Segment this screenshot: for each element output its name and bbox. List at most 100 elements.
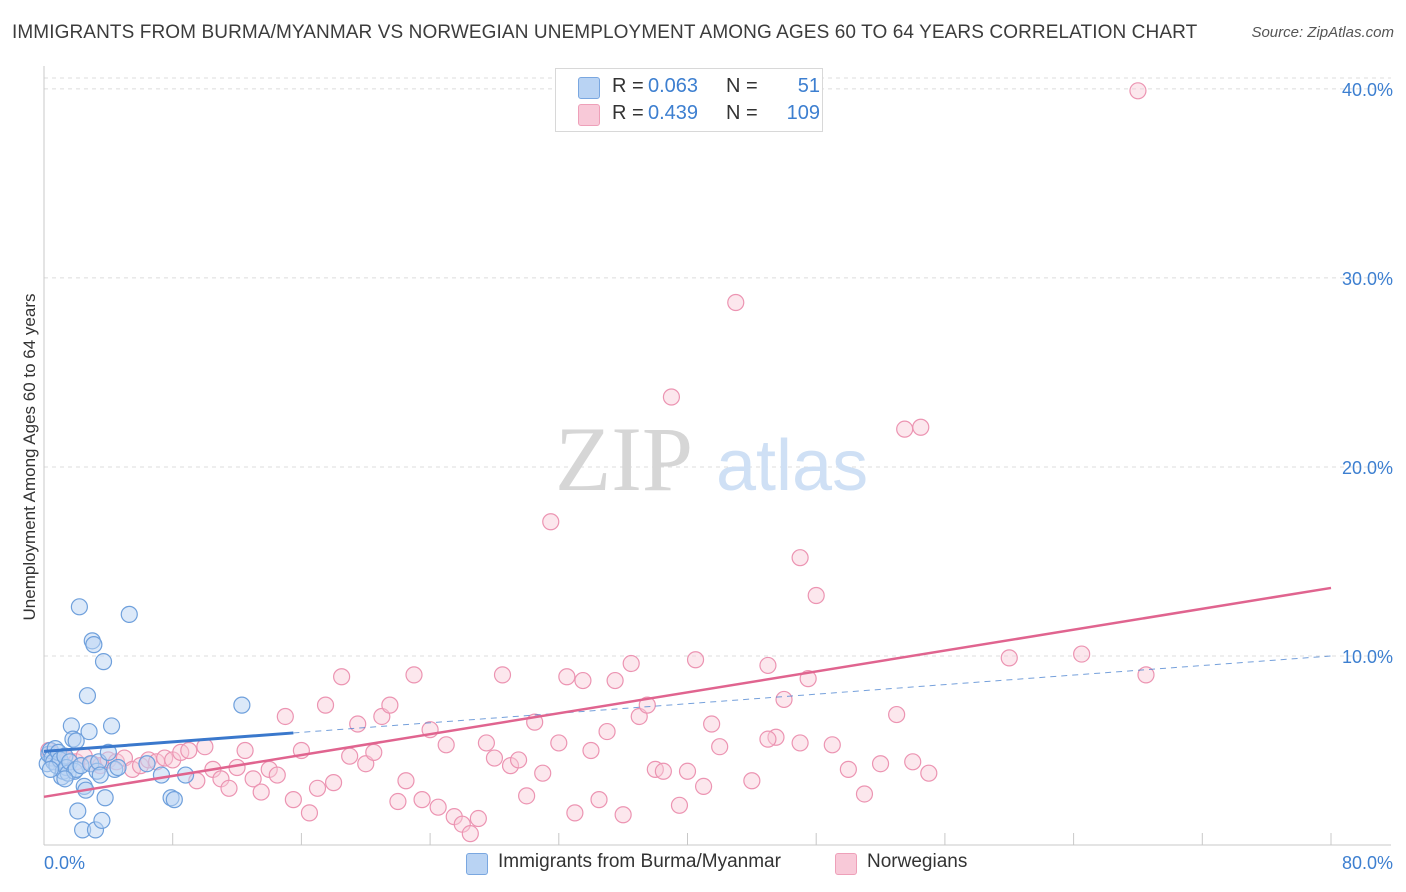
point-norwegians [349,715,367,733]
point-burma-myanmar [96,789,114,807]
point-norwegians [268,766,286,784]
point-norwegians [461,825,479,843]
point-norwegians [654,762,672,780]
point-burma-myanmar [120,605,138,623]
legend-r-value: 0.063 [648,75,699,97]
point-norwegians [220,779,238,797]
point-norwegians [743,772,761,790]
point-norwegians [823,736,841,754]
y-tick-label: 10.0% [1342,647,1393,667]
point-norwegians [429,798,447,816]
point-norwegians [308,779,327,797]
watermark: ZIP atlas [555,408,868,510]
legend-r-label: R = [612,75,644,97]
trend-line-burma-dashed [293,655,1332,734]
point-norwegians [437,736,455,754]
point-norwegians [791,734,809,752]
point-norwegians [413,791,431,809]
point-burma-myanmar [69,802,87,820]
point-norwegians [558,668,576,686]
legend-n-value: 51 [797,75,820,97]
trend-line-burma [43,731,294,753]
grid-layer [44,77,1391,657]
point-norwegians [791,549,809,567]
watermark-zip: ZIP [555,408,693,510]
point-norwegians [920,764,938,782]
point-norwegians [871,755,890,773]
point-norwegians [904,753,922,771]
point-norwegians [775,690,793,709]
point-burma-myanmar [102,717,121,735]
bottom-legend-label-blue: Immigrants from Burma/Myanmar [498,851,781,872]
point-norwegians [542,513,560,531]
point-burma-myanmar [41,760,60,778]
point-norwegians [606,671,624,690]
point-norwegians [389,792,407,811]
trend-lines [43,586,1332,799]
point-norwegians [534,764,552,782]
point-norwegians [381,696,399,714]
legend-r-value: 0.439 [648,102,699,124]
point-norwegians [276,707,294,726]
point-norwegians [622,654,640,673]
legend-swatch-pink [578,104,600,126]
point-norwegians [518,787,536,805]
legend-swatch-blue [578,77,600,99]
point-norwegians [341,747,359,765]
legend-n-label: N = [726,102,758,124]
point-norwegians [896,420,914,438]
point-norwegians [598,722,616,741]
y-tick-label: 30.0% [1342,269,1393,289]
point-burma-myanmar [233,696,251,714]
point-burma-myanmar [80,722,98,741]
point-norwegians [180,741,198,760]
axis-labels: 10.0% 20.0% 30.0% 40.0% 0.0% 80.0% Unemploymen… [20,80,1393,873]
point-norwegians [638,696,656,714]
bottom-legend-swatch-blue [466,853,488,875]
point-norwegians [566,804,584,822]
point-norwegians [590,791,608,809]
point-norwegians [614,806,632,824]
point-norwegians [670,796,689,814]
y-tick-label: 40.0% [1342,80,1393,100]
point-norwegians [694,777,713,796]
point-norwegians [1000,649,1018,667]
point-norwegians [550,734,568,752]
point-norwegians [405,666,423,684]
x-tick-label-min: 0.0% [44,853,85,873]
point-norwegians [244,770,262,788]
point-norwegians [469,809,487,828]
point-norwegians [711,738,729,756]
point-burma-myanmar [85,636,103,654]
point-burma-myanmar [70,598,88,616]
point-norwegians [686,651,705,669]
trend-line-norwegians [43,586,1332,799]
point-norwegians [485,749,504,767]
point-burma-myanmar [138,755,156,773]
legend-n-label: N = [726,75,758,97]
legend-n-value: 109 [786,102,820,124]
y-axis-label: Unemployment Among Ages 60 to 64 years [20,294,39,621]
point-burma-myanmar [165,791,183,809]
point-burma-myanmar [152,766,171,784]
correlation-legend: R = 0.063 N = 51 R = 0.439 N = 109 [555,68,823,132]
point-norwegians [1137,666,1155,684]
point-burma-myanmar [91,766,109,784]
point-norwegians [252,783,270,801]
point-norwegians [397,772,415,790]
point-norwegians [582,741,600,760]
point-norwegians [888,705,906,724]
point-norwegians [678,762,697,780]
bottom-legend-swatch-pink [835,853,857,875]
point-burma-myanmar [93,811,111,830]
point-burma-myanmar [78,687,97,705]
point-burma-myanmar [109,758,127,777]
point-norwegians [236,741,254,760]
point-norwegians [333,668,351,686]
watermark-atlas: atlas [716,426,868,506]
point-burma-myanmar [56,770,74,788]
point-norwegians [284,791,302,809]
x-tick-label-max: 80.0% [1342,853,1393,873]
chart-title: IMMIGRANTS FROM BURMA/MYANMAR VS NORWEGI… [12,22,1198,43]
